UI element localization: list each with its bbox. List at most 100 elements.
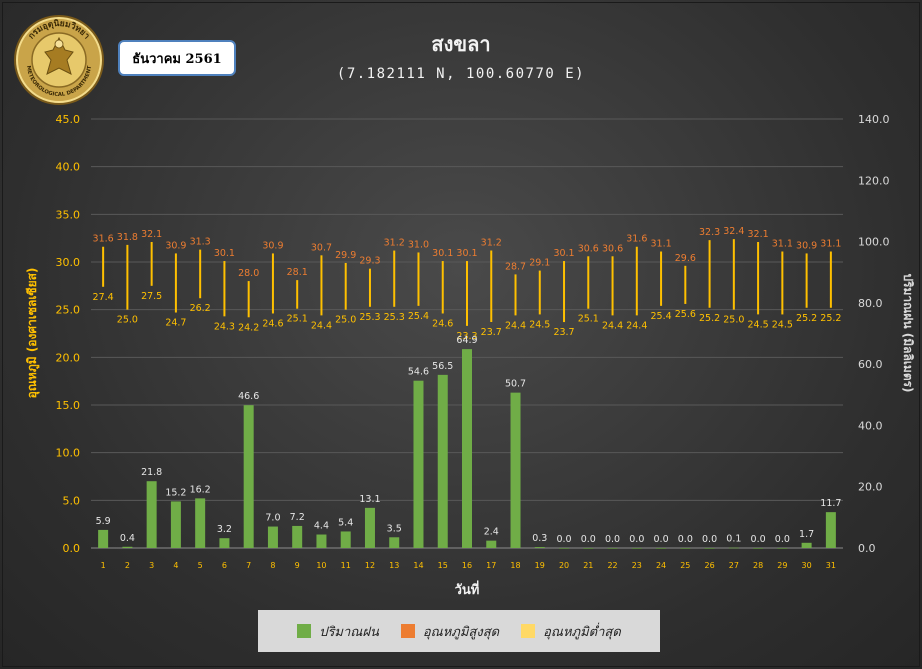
rain-label: 0.0 bbox=[629, 534, 644, 545]
min-temp-label: 24.4 bbox=[602, 320, 623, 331]
rain-label: 54.6 bbox=[408, 367, 429, 378]
y-left-tick-label: 40.0 bbox=[56, 161, 81, 174]
rain-bar bbox=[243, 405, 254, 548]
min-temp-label: 24.6 bbox=[262, 318, 283, 329]
max-temp-label: 30.9 bbox=[262, 240, 283, 251]
max-temp-label: 31.6 bbox=[626, 234, 647, 245]
x-tick-label: 22 bbox=[607, 561, 617, 570]
rain-bar bbox=[583, 548, 594, 549]
x-tick-label: 6 bbox=[222, 561, 227, 570]
rain-bar bbox=[340, 531, 351, 548]
max-temp-label: 30.1 bbox=[456, 248, 477, 259]
legend-item-max-temp: อุณหภูมิสูงสุด bbox=[400, 621, 500, 642]
min-temp-label: 24.5 bbox=[529, 319, 550, 330]
min-temp-label: 24.5 bbox=[748, 319, 769, 330]
max-temp-label: 30.9 bbox=[796, 240, 817, 251]
rain-label: 50.7 bbox=[505, 379, 526, 390]
min-temp-label: 27.5 bbox=[141, 291, 162, 302]
min-temp-label: 25.3 bbox=[384, 312, 405, 323]
max-temp-label: 28.7 bbox=[505, 261, 526, 272]
x-tick-label: 30 bbox=[802, 561, 812, 570]
month-label: ธันวาคม 2561 bbox=[132, 51, 222, 67]
rain-label: 1.7 bbox=[799, 529, 814, 540]
x-axis-title: วันที่ bbox=[455, 580, 480, 598]
rain-label: 46.6 bbox=[238, 391, 259, 402]
rain-bar bbox=[631, 548, 642, 549]
y-left-tick-label: 20.0 bbox=[56, 351, 81, 364]
x-tick-label: 28 bbox=[753, 561, 763, 570]
min-temp-label: 25.0 bbox=[723, 315, 744, 326]
min-temp-label: 23.7 bbox=[553, 327, 574, 338]
max-temp-label: 31.2 bbox=[384, 238, 405, 249]
max-temp-label: 29.3 bbox=[359, 256, 380, 267]
max-temp-label: 30.6 bbox=[602, 243, 623, 254]
x-tick-label: 12 bbox=[365, 561, 375, 570]
rain-bar bbox=[170, 501, 181, 548]
min-temp-label: 26.2 bbox=[190, 303, 211, 314]
legend-label-max-temp: อุณหภูมิสูงสุด bbox=[422, 624, 500, 640]
x-tick-label: 10 bbox=[316, 561, 326, 570]
min-temp-label: 25.1 bbox=[578, 314, 599, 325]
rain-label: 0.0 bbox=[581, 534, 596, 545]
x-tick-label: 27 bbox=[729, 561, 739, 570]
y-right-tick-label: 80.0 bbox=[858, 297, 883, 310]
max-temp-label: 28.1 bbox=[287, 267, 308, 278]
chart-title: สงขลา bbox=[431, 32, 491, 56]
max-temp-label: 32.4 bbox=[723, 226, 744, 237]
x-tick-label: 8 bbox=[270, 561, 275, 570]
rain-label: 7.0 bbox=[265, 513, 280, 524]
rain-label: 56.5 bbox=[432, 361, 453, 372]
rain-label: 0.0 bbox=[775, 534, 790, 545]
rain-label: 3.2 bbox=[217, 524, 232, 535]
legend-label-min-temp: อุณหภูมิต่ำสุด bbox=[543, 624, 621, 640]
max-temp-label: 31.1 bbox=[772, 239, 793, 250]
x-tick-label: 19 bbox=[535, 561, 545, 570]
y-right-tick-label: 60.0 bbox=[858, 358, 883, 371]
min-temp-label: 25.0 bbox=[117, 315, 138, 326]
rain-label: 0.0 bbox=[654, 534, 669, 545]
x-tick-label: 13 bbox=[389, 561, 399, 570]
max-temp-label: 32.1 bbox=[748, 229, 769, 240]
rain-bar bbox=[753, 548, 764, 549]
legend: ปริมาณฝน อุณหภูมิสูงสุด อุณหภูมิต่ำสุด bbox=[258, 610, 660, 652]
min-temp-label: 24.7 bbox=[165, 318, 186, 329]
x-tick-label: 17 bbox=[486, 561, 496, 570]
rain-bar bbox=[316, 534, 327, 548]
rain-label: 15.2 bbox=[165, 487, 186, 498]
rain-bar bbox=[98, 529, 109, 548]
rain-label: 16.2 bbox=[190, 484, 211, 495]
legend-swatch-min-temp bbox=[521, 624, 536, 638]
min-temp-label: 25.2 bbox=[796, 313, 817, 324]
max-temp-label: 29.6 bbox=[675, 253, 696, 264]
max-temp-label: 32.3 bbox=[699, 227, 720, 238]
min-temp-label: 25.4 bbox=[650, 311, 671, 322]
rain-bar bbox=[728, 547, 739, 549]
max-temp-label: 31.1 bbox=[650, 239, 671, 250]
y-right-tick-label: 100.0 bbox=[858, 236, 890, 249]
min-temp-label: 25.3 bbox=[359, 312, 380, 323]
chart-subtitle: (7.182111 N, 100.60770 E) bbox=[336, 66, 586, 82]
max-temp-label: 31.1 bbox=[820, 239, 841, 250]
min-temp-label: 24.6 bbox=[432, 318, 453, 329]
max-temp-label: 30.7 bbox=[311, 242, 332, 253]
rain-label: 5.9 bbox=[96, 516, 111, 527]
rain-bar bbox=[825, 512, 836, 548]
x-tick-label: 14 bbox=[413, 561, 423, 570]
x-tick-label: 2 bbox=[125, 561, 130, 570]
x-tick-label: 3 bbox=[149, 561, 154, 570]
rain-label: 0.3 bbox=[532, 533, 547, 544]
y-left-tick-label: 35.0 bbox=[56, 208, 81, 221]
x-tick-label: 25 bbox=[680, 561, 690, 570]
rain-bar bbox=[146, 481, 157, 548]
x-tick-label: 11 bbox=[341, 561, 351, 570]
x-tick-label: 9 bbox=[295, 561, 300, 570]
max-temp-label: 32.1 bbox=[141, 229, 162, 240]
x-tick-label: 31 bbox=[826, 561, 836, 570]
rain-label: 0.1 bbox=[726, 534, 741, 545]
y-left-tick-label: 15.0 bbox=[56, 399, 81, 412]
rain-bar bbox=[267, 526, 278, 548]
x-tick-label: 4 bbox=[173, 561, 178, 570]
min-temp-label: 24.3 bbox=[214, 321, 235, 332]
rain-bar bbox=[486, 540, 497, 548]
